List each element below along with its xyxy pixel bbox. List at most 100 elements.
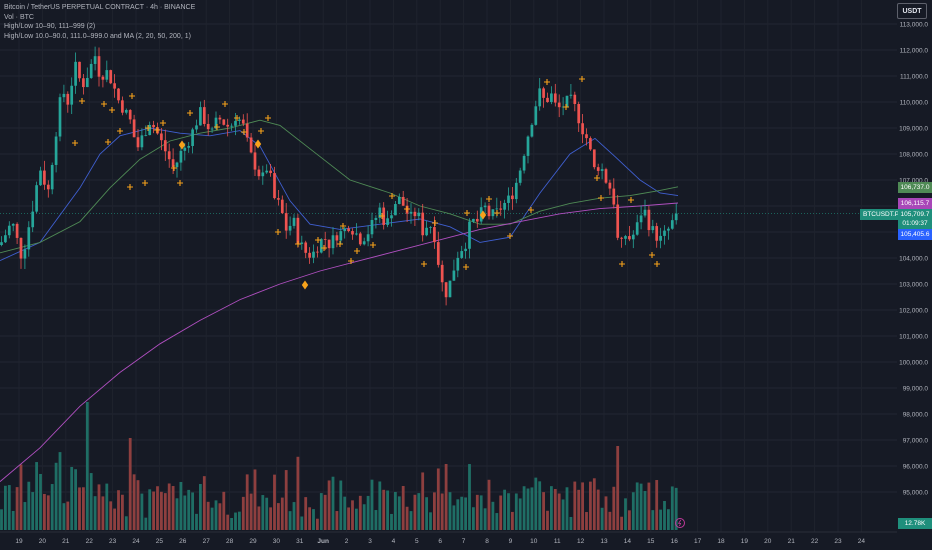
volume-bar	[643, 490, 647, 530]
time-axis-label: 24	[132, 538, 140, 545]
candle-body	[210, 128, 214, 130]
volume-bar	[401, 485, 405, 530]
volume-bar	[522, 486, 526, 530]
candle-body	[589, 138, 592, 150]
candle-body	[612, 188, 616, 205]
volume-bar	[19, 464, 23, 530]
candle-body	[503, 202, 506, 210]
candle-body	[54, 136, 58, 165]
candle-body	[74, 61, 77, 86]
candle-body	[11, 223, 15, 226]
volume-bar	[222, 491, 226, 530]
volume-bar	[429, 512, 432, 530]
time-axis-label: 3	[368, 538, 372, 545]
cross-marker	[321, 245, 327, 251]
volume-bar	[581, 482, 584, 530]
indicator-legend-1[interactable]: High/Low 10–90, 111–999 (2)	[4, 23, 96, 30]
volume-bar	[128, 438, 132, 530]
price-axis-label: 109,000.0	[899, 125, 928, 132]
volume-bar	[0, 509, 3, 530]
candle-body	[85, 77, 89, 88]
candle-body	[655, 226, 659, 241]
currency-button[interactable]: USDT	[897, 3, 927, 19]
volume-bar	[245, 474, 249, 530]
volume-bar	[300, 516, 304, 530]
symbol-title[interactable]: Bitcoin / TetherUS PERPETUAL CONTRACT · …	[4, 4, 196, 11]
candle-body	[160, 133, 163, 141]
time-axis-label: 23	[834, 538, 842, 545]
volume-bar	[175, 498, 179, 530]
volume-legend[interactable]: Vol · BTC	[4, 13, 34, 21]
volume-bar	[436, 468, 440, 530]
candle-body	[101, 76, 105, 80]
cross-marker	[79, 98, 85, 104]
volume-bar	[323, 494, 327, 530]
volume-bar	[483, 508, 487, 530]
cross-marker	[129, 93, 135, 99]
ma-line	[0, 127, 679, 262]
candle-body	[409, 211, 413, 214]
candle-body	[117, 88, 120, 101]
candle-body	[241, 119, 245, 124]
cross-marker	[72, 140, 78, 146]
volume-bar	[206, 501, 210, 530]
indicator-legend-2[interactable]: High/Low 10.0–90.0, 111.0–999.0 and MA (…	[4, 32, 191, 40]
candle-body	[421, 212, 425, 236]
candle-body	[370, 219, 374, 235]
volume-bar	[495, 513, 499, 530]
candle-body	[31, 211, 35, 228]
volume-bar	[378, 481, 382, 530]
volume-bar	[238, 511, 241, 530]
volume-bar	[214, 500, 218, 530]
candle-body	[550, 93, 553, 103]
cross-marker	[117, 128, 123, 134]
cross-marker	[101, 101, 107, 107]
volume-bars	[0, 402, 678, 530]
volume-bar	[210, 507, 214, 530]
candle-body	[608, 182, 612, 189]
cross-marker	[486, 196, 492, 202]
candle-body	[93, 56, 97, 64]
last-price-tag: 105,709.7 01:09:37	[898, 209, 932, 229]
volume-bar	[573, 481, 577, 530]
cross-marker	[379, 213, 385, 219]
candle-body	[128, 110, 132, 120]
time-axis-label: 23	[109, 538, 117, 545]
price-axis-label: 110,000.0	[900, 99, 929, 106]
candle-body	[674, 213, 678, 221]
volume-bar	[394, 491, 397, 530]
time-axis-label: 9	[509, 538, 513, 545]
volume-bar	[121, 494, 124, 530]
replay-icon[interactable]	[675, 518, 685, 528]
volume-bar	[15, 487, 19, 530]
volume-bar	[651, 510, 655, 530]
time-axis-label: 22	[86, 538, 94, 545]
cross-marker	[241, 129, 247, 135]
candle-body	[230, 125, 233, 127]
candle-body	[4, 235, 7, 243]
candle-body	[440, 264, 444, 283]
time-axis-label: 22	[811, 538, 819, 545]
volume-bar	[54, 462, 58, 530]
candle-body	[222, 119, 226, 125]
candle-body	[643, 209, 647, 216]
candle-body	[374, 217, 378, 220]
volume-bar	[456, 499, 460, 530]
candle-body	[604, 169, 608, 183]
volume-bar	[261, 495, 265, 530]
candle-body	[238, 119, 241, 121]
time-axis-label: 5	[415, 538, 419, 545]
time-axis-label: 21	[62, 538, 70, 545]
candle-body	[249, 137, 253, 153]
candle-body	[280, 199, 284, 214]
cross-marker	[295, 241, 301, 247]
time-axis-label: 2	[345, 538, 349, 545]
candle-body	[121, 100, 124, 113]
volume-bar	[304, 497, 308, 530]
volume-bar	[277, 503, 280, 530]
volume-bar	[43, 493, 46, 530]
candle-body	[304, 242, 308, 253]
volume-bar	[187, 489, 191, 530]
volume-bar	[269, 507, 272, 530]
